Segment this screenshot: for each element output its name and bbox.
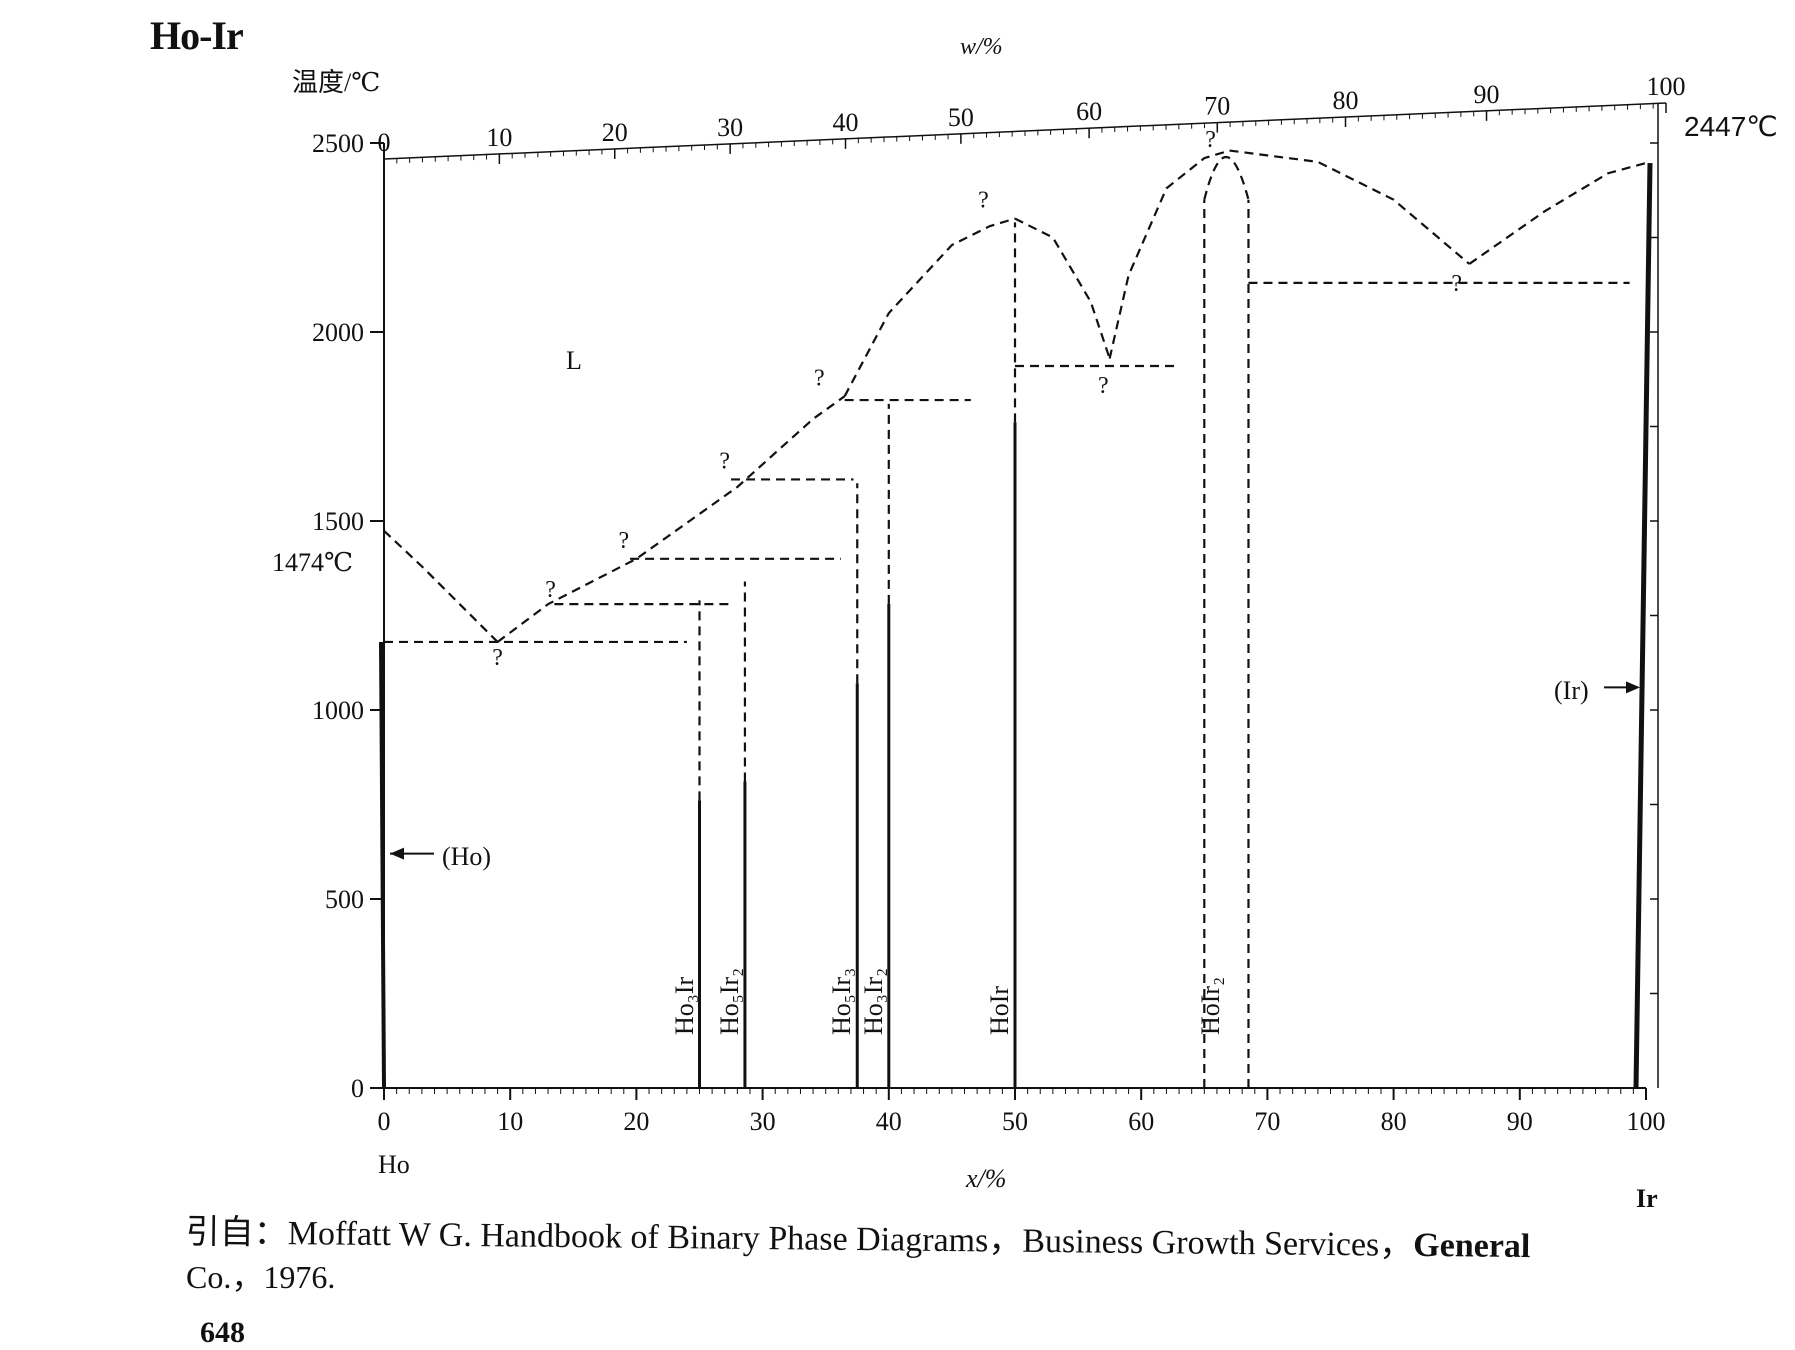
w-tick-label: 10 (486, 123, 512, 152)
w-tick-label: 70 (1204, 92, 1230, 121)
x-tick-label: 80 (1381, 1107, 1407, 1136)
w-tick-label: 30 (717, 113, 743, 142)
ir-melting-point-label: 2447℃ (1684, 111, 1778, 142)
compound-label: Ho₅Ir₃ (827, 967, 857, 1035)
compound-label: Ho₅Ir₂ (714, 967, 744, 1035)
compound-label: Ho₃Ir₂ (858, 967, 888, 1035)
x-tick-label: 90 (1507, 1107, 1533, 1136)
w-tick-label: 50 (948, 103, 974, 132)
question-mark: ? (814, 365, 825, 391)
question-mark: ? (545, 577, 556, 603)
w-tick-label: 100 (1647, 72, 1686, 101)
top-axis-label: w/% (960, 34, 1003, 60)
question-mark: ? (719, 449, 730, 475)
y-axis-label: 温度/℃ (292, 68, 381, 97)
y-tick-label: 1500 (312, 507, 364, 536)
x-tick-label: 30 (750, 1107, 776, 1136)
citation-bold-tail: General (1413, 1226, 1531, 1266)
liquidus-curve (383, 530, 499, 643)
diagram-title: Ho-Ir (150, 13, 244, 58)
compound-label: HoIr (985, 985, 1014, 1035)
y-tick-label: 2000 (312, 318, 364, 347)
w-tick-label: 60 (1076, 97, 1102, 126)
axes-frame (383, 102, 1667, 1089)
y-tick-label: 0 (351, 1074, 364, 1103)
x-tick-label: 0 (378, 1107, 391, 1136)
question-mark: ? (1098, 373, 1109, 399)
compound-peak (1203, 155, 1250, 200)
question-mark: ? (978, 188, 989, 214)
citation-prefix: 引自： (185, 1213, 288, 1253)
w-tick-label: 80 (1333, 86, 1359, 115)
x-tick-label: 70 (1254, 1107, 1280, 1136)
w-tick-label: 40 (833, 108, 859, 137)
ho-arrowhead (390, 847, 404, 860)
left-element-label: Ho (378, 1150, 410, 1179)
liquid-region-label: L (566, 346, 582, 375)
chart-marks: ????????? (379, 127, 1653, 1089)
ho-melting-point-label: 1474℃ (272, 548, 354, 577)
question-mark: ? (1451, 271, 1462, 297)
w-tick-label: 90 (1474, 80, 1500, 109)
x-tick-label: 60 (1128, 1107, 1154, 1136)
ho-solid-solution-label: (Ho) (442, 842, 492, 871)
x-tick-label: 20 (623, 1107, 649, 1136)
phase-boundaries (383, 149, 1647, 1088)
ir-arrowhead (1626, 681, 1640, 694)
compound-label: Ho₃Ir (669, 976, 699, 1035)
x-axis-label: x/% (966, 1164, 1007, 1193)
ir-solidus (1633, 162, 1653, 1089)
page-number: 648 (200, 1316, 245, 1349)
x-tick-label: 100 (1627, 1107, 1666, 1136)
compound-label: HoIr₂ (1195, 976, 1225, 1035)
ho-solidus (379, 641, 386, 1089)
x-tick-label: 40 (876, 1107, 902, 1136)
liquidus-curve (496, 395, 846, 643)
question-mark: ? (492, 645, 503, 671)
x-tick-label: 50 (1002, 1107, 1028, 1136)
liquidus-curve (1014, 217, 1111, 359)
citation-line-2: Co.，1976. (186, 1259, 336, 1295)
y-tick-label: 1000 (312, 696, 364, 725)
question-mark: ? (618, 528, 629, 554)
y-tick-label: 500 (325, 885, 364, 914)
liquidus-curve (1108, 149, 1230, 359)
x-tick-label: 10 (497, 1107, 523, 1136)
liquidus-curve (1229, 149, 1471, 265)
liquidus-curve (1468, 161, 1647, 265)
y-tick-label: 2500 (312, 129, 364, 158)
w-tick-label: 20 (602, 118, 628, 147)
liquidus-curve (843, 217, 1016, 397)
ir-solid-solution-label: (Ir) (1554, 676, 1589, 705)
w-tick-label: 0 (378, 128, 391, 157)
question-mark: ? (1205, 127, 1216, 153)
right-element-label: Ir (1636, 1184, 1658, 1213)
